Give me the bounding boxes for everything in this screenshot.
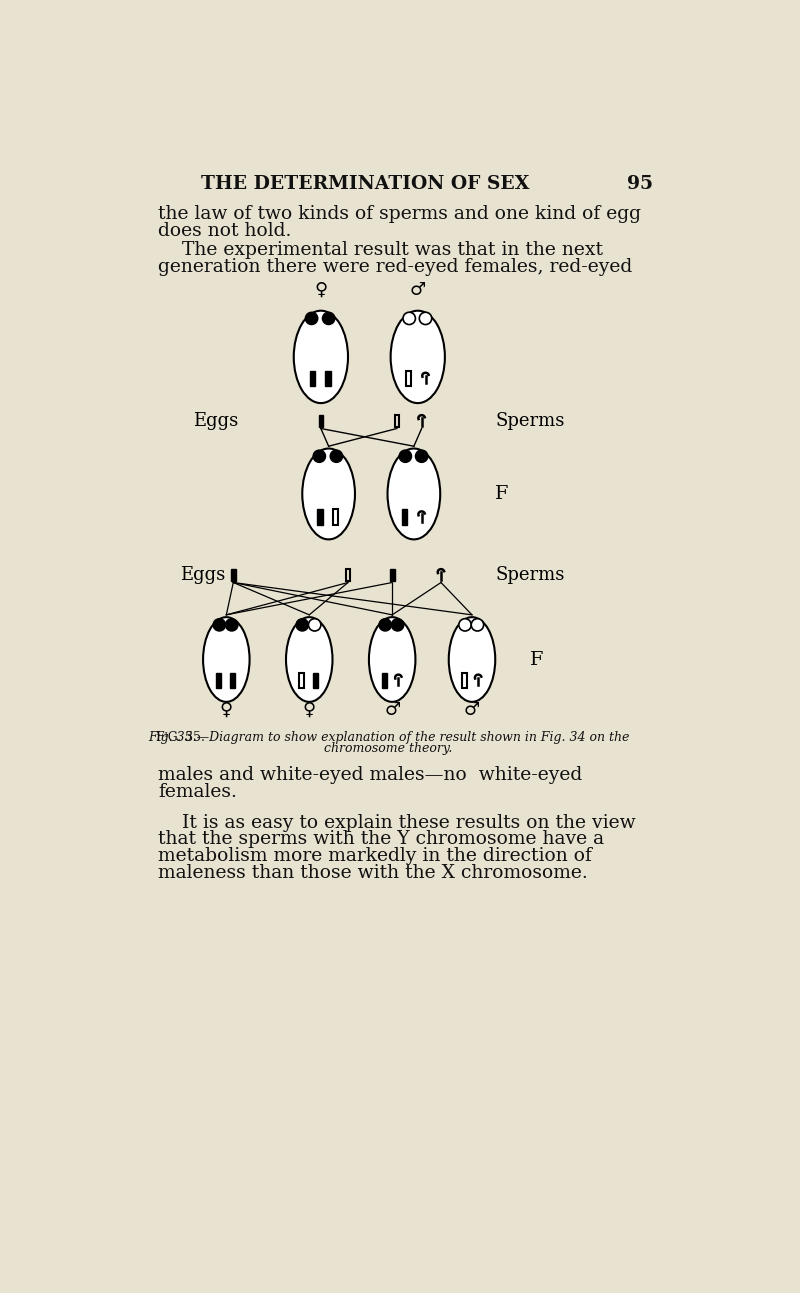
Text: 95: 95 — [627, 176, 653, 194]
Text: Fig. 35.—Diagram to show explanation of the result shown in Fig. 34 on the: Fig. 35.—Diagram to show explanation of … — [148, 731, 630, 743]
Text: metabolism more markedly in the direction of: metabolism more markedly in the directio… — [158, 847, 592, 865]
Ellipse shape — [369, 617, 415, 702]
Ellipse shape — [203, 617, 250, 702]
Circle shape — [213, 618, 226, 631]
Text: maleness than those with the X chromosome.: maleness than those with the X chromosom… — [158, 864, 588, 882]
Circle shape — [459, 618, 471, 631]
Text: F: F — [495, 485, 509, 503]
Bar — [333, 509, 338, 525]
Ellipse shape — [449, 617, 495, 702]
Text: THE DETERMINATION OF SEX: THE DETERMINATION OF SEX — [201, 176, 530, 194]
Bar — [216, 672, 222, 688]
Circle shape — [330, 450, 342, 463]
Text: ♀: ♀ — [314, 281, 327, 299]
Bar — [313, 672, 318, 688]
Circle shape — [419, 312, 432, 325]
Text: ♀: ♀ — [302, 701, 316, 719]
Text: Eggs: Eggs — [180, 566, 225, 584]
Circle shape — [391, 618, 404, 631]
Ellipse shape — [390, 310, 445, 403]
Text: males and white-eyed males—no  white-eyed: males and white-eyed males—no white-eyed — [158, 765, 582, 784]
Text: females.: females. — [158, 782, 237, 800]
Circle shape — [415, 450, 428, 463]
Bar — [462, 672, 467, 688]
Circle shape — [313, 450, 326, 463]
Text: that the sperms with the Y chromosome have a: that the sperms with the Y chromosome ha… — [158, 830, 604, 848]
Text: ♂: ♂ — [464, 701, 480, 719]
Bar — [382, 672, 387, 688]
Bar — [406, 371, 411, 387]
Ellipse shape — [286, 617, 333, 702]
Text: The experimental result was that in the next: The experimental result was that in the … — [158, 242, 603, 260]
Text: FᴵG. 35.: FᴵG. 35. — [156, 731, 205, 743]
Ellipse shape — [387, 449, 440, 539]
Circle shape — [322, 312, 335, 325]
Text: Sperms: Sperms — [495, 566, 565, 584]
Text: Sperms: Sperms — [495, 411, 565, 429]
Bar — [310, 371, 315, 387]
Bar — [230, 672, 235, 688]
Circle shape — [403, 312, 415, 325]
Text: ♀: ♀ — [220, 701, 233, 719]
Text: It is as easy to explain these results on the view: It is as easy to explain these results o… — [158, 813, 636, 831]
Circle shape — [306, 312, 318, 325]
Bar — [298, 672, 304, 688]
Bar — [390, 569, 394, 581]
Bar — [346, 569, 350, 581]
Circle shape — [399, 450, 411, 463]
Text: generation there were red-eyed females, red-eyed: generation there were red-eyed females, … — [158, 259, 632, 277]
Bar — [325, 371, 330, 387]
Bar — [231, 569, 236, 581]
Circle shape — [226, 618, 238, 631]
Text: F: F — [530, 650, 544, 668]
Bar — [402, 509, 407, 525]
Text: chromosome theory.: chromosome theory. — [325, 742, 453, 755]
Text: ♂: ♂ — [384, 701, 400, 719]
Bar — [318, 415, 323, 427]
Circle shape — [471, 618, 484, 631]
Text: Eggs: Eggs — [193, 411, 238, 429]
Text: the law of two kinds of sperms and one kind of egg: the law of two kinds of sperms and one k… — [158, 206, 641, 224]
Bar — [318, 509, 323, 525]
Circle shape — [379, 618, 391, 631]
Text: ♂: ♂ — [410, 281, 426, 299]
Bar — [394, 415, 399, 427]
Ellipse shape — [302, 449, 355, 539]
Circle shape — [309, 618, 321, 631]
Text: does not hold.: does not hold. — [158, 222, 291, 240]
Circle shape — [296, 618, 309, 631]
Ellipse shape — [294, 310, 348, 403]
